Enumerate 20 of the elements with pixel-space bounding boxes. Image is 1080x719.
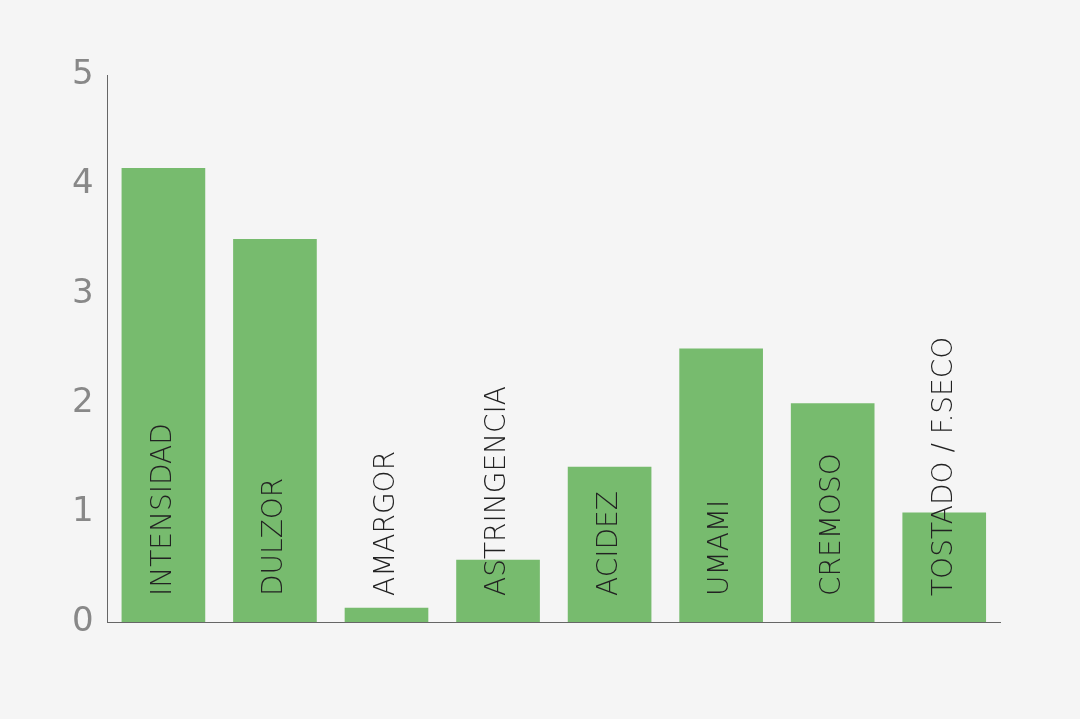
bar <box>790 403 875 622</box>
x-tick-label: UMAMI <box>702 499 736 596</box>
x-tick-label: INTENSIDAD <box>144 423 178 596</box>
x-tick-label: ASTRINGENCIA <box>479 386 513 596</box>
y-tick-label: 1 <box>71 489 94 530</box>
bar <box>344 607 429 622</box>
x-tick-label: AMARGOR <box>367 450 401 596</box>
x-tick-label: TOSTADO / F.SECO <box>925 336 959 596</box>
x-tick-label: DULZOR <box>256 477 290 596</box>
y-tick-label: 3 <box>71 270 94 311</box>
y-tick-label: 2 <box>71 380 94 421</box>
bar <box>679 348 763 622</box>
bar <box>121 167 206 622</box>
x-tick-label: ACIDEZ <box>590 491 624 596</box>
y-tick-label: 0 <box>71 598 94 639</box>
y-tick-label: 5 <box>71 51 94 92</box>
bar <box>567 466 652 622</box>
x-tick-label: CREMOSO <box>813 453 847 596</box>
bar <box>233 239 317 622</box>
y-tick-label: 4 <box>71 161 94 202</box>
